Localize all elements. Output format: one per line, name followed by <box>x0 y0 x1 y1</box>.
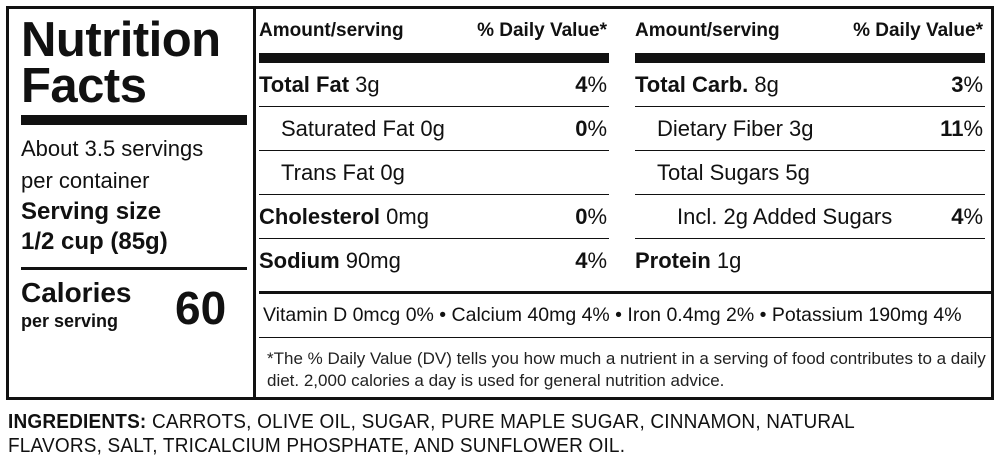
daily-value-percent: % <box>587 115 607 141</box>
nutrient-row-dietary-fiber: Dietary Fiber 3g 11% <box>635 107 985 151</box>
column-divider <box>253 9 256 397</box>
daily-value-number: 3 <box>951 71 964 97</box>
nutrient-name: Saturated Fat 0g <box>281 115 445 141</box>
daily-value-number: 0 <box>575 203 588 229</box>
nutrient-name: Protein <box>635 248 711 273</box>
daily-value-number: 4 <box>575 248 588 273</box>
daily-value-footnote: *The % Daily Value (DV) tells you how mu… <box>259 337 991 392</box>
header-amount: Amount/serving <box>259 20 404 41</box>
nutrient-name: Sodium <box>259 248 340 273</box>
calories-block: Calories per serving 60 <box>21 278 247 348</box>
nutrient-row-total-sugars: Total Sugars 5g <box>635 151 985 195</box>
calories-value: 60 <box>175 282 227 334</box>
nutrient-row-sodium: Sodium 90mg 4% <box>259 239 609 283</box>
ingredients-statement: INGREDIENTS: CARROTS, OLIVE OIL, SUGAR, … <box>8 410 945 458</box>
nutrient-row-saturated-fat: Saturated Fat 0g 0% <box>259 107 609 151</box>
daily-value-percent: % <box>587 203 607 229</box>
calories-per-serving-label: per serving <box>21 311 119 331</box>
nutrient-amount: 3g <box>355 71 380 97</box>
nutrient-amount: 0mg <box>386 203 429 229</box>
vitamins-minerals-line: Vitamin D 0mcg 0% • Calcium 40mg 4% • Ir… <box>259 291 991 337</box>
daily-value-number: 4 <box>575 71 588 97</box>
divider-thick <box>21 115 247 125</box>
label-summary: Nutrition Facts About 3.5 servings per c… <box>21 13 247 348</box>
column-header: Amount/serving % Daily Value* <box>635 9 985 53</box>
title-nutrition: Nutrition <box>21 13 221 67</box>
nutrition-facts-panel: Nutrition Facts About 3.5 servings per c… <box>6 6 994 400</box>
daily-value-percent: % <box>963 115 983 141</box>
nutrient-column-2: Amount/serving % Daily Value* Total Carb… <box>635 9 985 283</box>
header-daily-value: % Daily Value* <box>853 20 983 41</box>
divider-thin <box>21 267 247 270</box>
column-header: Amount/serving % Daily Value* <box>259 9 609 53</box>
ingredients-text: CARROTS, OLIVE OIL, SUGAR, PURE MAPLE SU… <box>8 411 855 457</box>
ingredients-label: INGREDIENTS: <box>8 411 147 433</box>
daily-value-number: 4 <box>951 203 964 229</box>
nutrient-amount: 90mg <box>345 248 401 273</box>
nutrient-name: Total Sugars 5g <box>657 159 810 185</box>
header-rule <box>635 53 985 63</box>
nutrient-row-trans-fat: Trans Fat 0g <box>259 151 609 195</box>
servings-per-container-line2: per container <box>21 168 150 193</box>
header-daily-value: % Daily Value* <box>477 20 607 41</box>
nutrient-row-added-sugars: Incl. 2g Added Sugars 4% <box>635 195 985 239</box>
nutrient-column-1: Amount/serving % Daily Value* Total Fat … <box>259 9 609 283</box>
daily-value-percent: % <box>963 203 983 229</box>
nutrient-name: Trans Fat 0g <box>281 159 405 185</box>
daily-value-percent: % <box>587 71 607 97</box>
nutrient-row-total-carb: Total Carb. 8g 3% <box>635 63 985 107</box>
nutrient-name: Dietary Fiber 3g <box>657 115 814 141</box>
nutrient-amount: 8g <box>754 71 779 97</box>
daily-value-number: 11 <box>940 115 964 141</box>
servings-per-container-line1: About 3.5 servings <box>21 136 204 161</box>
nutrient-name: Cholesterol <box>259 203 381 229</box>
nutrient-row-protein: Protein 1g <box>635 239 985 283</box>
nutrient-row-total-fat: Total Fat 3g 4% <box>259 63 609 107</box>
title-facts: Facts <box>21 59 147 113</box>
header-rule <box>259 53 609 63</box>
calories-label: Calories <box>21 277 132 308</box>
nutrient-row-cholesterol: Cholesterol 0mg 0% <box>259 195 609 239</box>
header-amount: Amount/serving <box>635 20 780 41</box>
nutrient-name: Total Fat <box>259 71 350 97</box>
nutrient-name: Incl. 2g Added Sugars <box>677 203 893 229</box>
serving-size-value: 1/2 cup (85g) <box>21 228 168 255</box>
daily-value-percent: % <box>963 71 983 97</box>
nutrient-name: Total Carb. <box>635 71 749 97</box>
serving-size-label: Serving size <box>21 198 162 225</box>
nutrient-amount: 1g <box>716 248 742 273</box>
daily-value-percent: % <box>587 248 607 273</box>
daily-value-number: 0 <box>575 115 588 141</box>
